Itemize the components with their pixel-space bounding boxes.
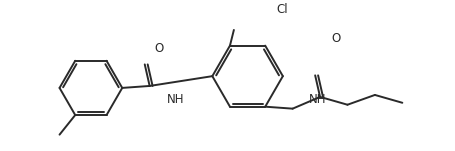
Text: NH: NH	[167, 93, 184, 106]
Text: NH: NH	[308, 93, 326, 106]
Text: O: O	[155, 42, 164, 55]
Text: Cl: Cl	[275, 3, 287, 16]
Text: O: O	[330, 32, 339, 45]
